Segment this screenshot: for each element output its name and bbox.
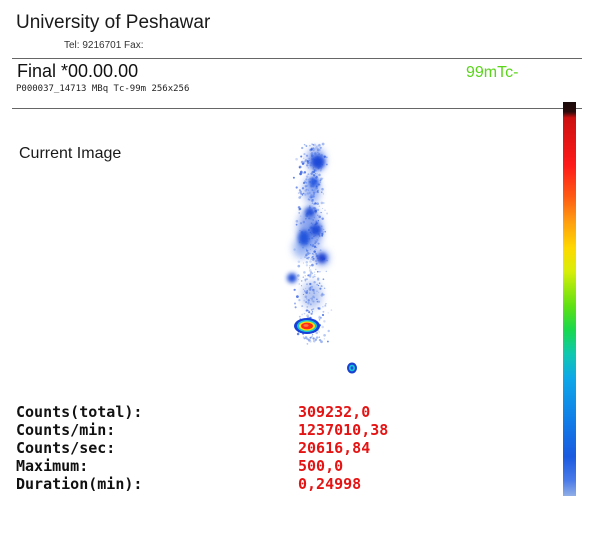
stat-label: Counts/min: <box>16 421 116 439</box>
study-info: P000037_14713 MBq Tc-99m 256x256 <box>16 84 190 94</box>
stat-row-counts-per-sec: Counts/sec: 20616,84 <box>16 439 436 457</box>
stat-label: Counts(total): <box>16 403 143 421</box>
stat-row-counts-total: Counts(total): 309232,0 <box>16 403 436 421</box>
stat-value: 500,0 <box>298 457 344 475</box>
scintigraphy-image <box>287 142 357 374</box>
stat-label: Maximum: <box>16 457 89 475</box>
study-divider <box>12 108 582 109</box>
institution-name: University of Peshawar <box>16 12 211 33</box>
stat-row-duration: Duration(min): 0,24998 <box>16 475 436 493</box>
stat-row-maximum: Maximum: 500,0 <box>16 457 436 475</box>
header-divider <box>12 58 582 59</box>
stat-label: Counts/sec: <box>16 439 116 457</box>
isotope-label: 99mTc- <box>466 64 519 81</box>
stat-value: 309232,0 <box>298 403 371 421</box>
count-statistics: Counts(total): 309232,0 Counts/min: 1237… <box>16 403 436 493</box>
view-label: Current Image <box>19 145 122 162</box>
stat-value: 1237010,38 <box>298 421 389 439</box>
stat-label: Duration(min): <box>16 475 143 493</box>
color-scale-bar <box>563 102 576 496</box>
institution-contact: Tel: 9216701 Fax: <box>64 40 144 51</box>
stat-row-counts-per-min: Counts/min: 1237010,38 <box>16 421 436 439</box>
study-title: Final *00.00.00 <box>17 61 139 81</box>
stat-value: 0,24998 <box>298 475 362 493</box>
stat-value: 20616,84 <box>298 439 371 457</box>
